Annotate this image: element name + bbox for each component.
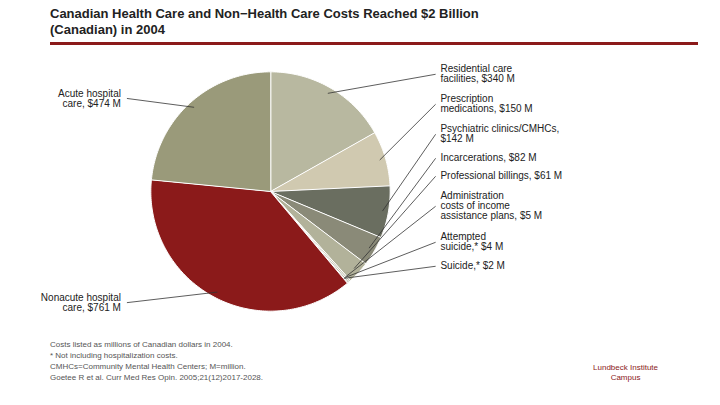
svg-text:Suicide,* $2 M: Suicide,* $2 M <box>440 260 504 271</box>
svg-text:Attemptedsuicide,* $4 M: Attemptedsuicide,* $4 M <box>440 231 503 252</box>
svg-text:Incarcerations, $82 M: Incarcerations, $82 M <box>440 152 536 163</box>
html-text:Lundbeck Institute Campus: Lundbeck Institute Campus <box>593 363 658 382</box>
svg-text:Administrationcosts of incomea: Administrationcosts of incomeassistance … <box>440 190 542 221</box>
svg-text:Residential carefacilities, $3: Residential carefacilities, $340 M <box>440 63 514 84</box>
svg-text:Professional billings, $61 M: Professional billings, $61 M <box>440 170 562 181</box>
html-text:Costs listed as millions of Ca: Costs listed as millions of Canadian dol… <box>50 340 263 382</box>
svg-text:Nonacute hospitalcare, $761 M: Nonacute hospitalcare, $761 M <box>41 292 121 313</box>
html-text:Canadian Health Care and Non−H: Canadian Health Care and Non−Health Care… <box>50 6 479 37</box>
svg-text:Psychiatric clinics/CMHCs,$142: Psychiatric clinics/CMHCs,$142 M <box>440 123 559 144</box>
svg-text:Acute hospitalcare, $474 M: Acute hospitalcare, $474 M <box>58 88 121 109</box>
svg-text:Prescriptionmedications, $150: Prescriptionmedications, $150 M <box>440 93 532 114</box>
